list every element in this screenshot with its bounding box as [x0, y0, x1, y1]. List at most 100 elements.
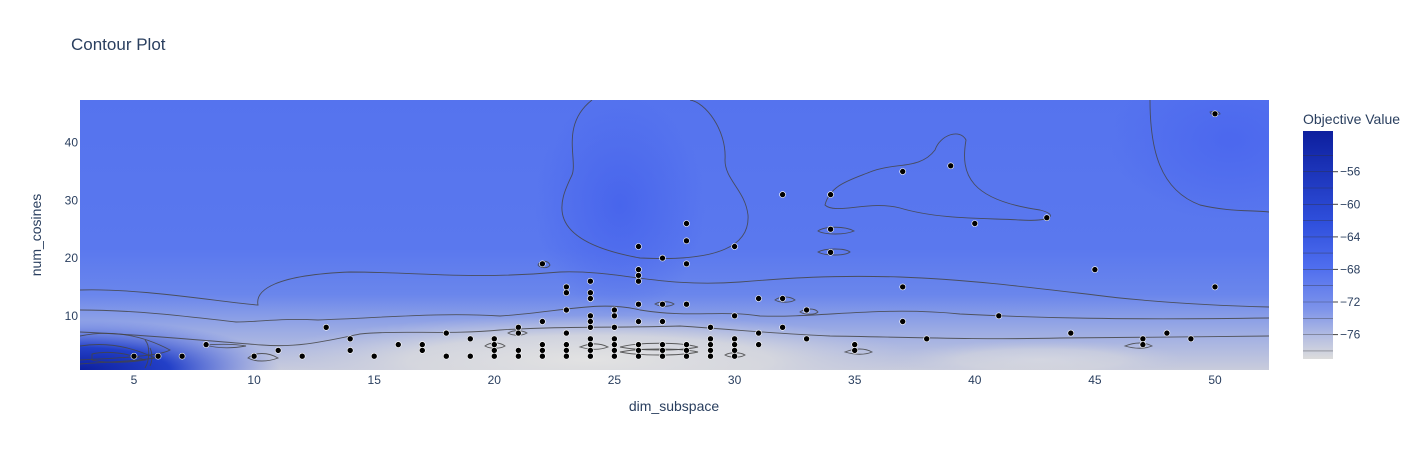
data-point — [659, 352, 666, 360]
data-point — [563, 329, 570, 337]
data-point — [515, 352, 522, 360]
data-point — [803, 335, 810, 343]
data-point — [611, 347, 618, 354]
contour-fill-topright — [1110, 100, 1269, 220]
trial-points — [130, 110, 1219, 360]
data-point — [635, 318, 642, 325]
data-point — [587, 352, 594, 360]
x-axis-title: dim_subspace — [629, 398, 719, 414]
data-point — [1187, 335, 1195, 343]
x-tick-label: 10 — [247, 373, 261, 387]
data-point — [731, 243, 738, 250]
data-point — [442, 329, 450, 337]
colorbar: Objective Value −56 −60 −64 −68 −72 −76 — [1303, 111, 1400, 359]
data-point — [683, 300, 690, 308]
x-tick-label: 25 — [608, 373, 622, 387]
data-point — [466, 335, 474, 343]
data-point — [899, 283, 907, 291]
data-point — [611, 323, 618, 331]
data-point — [587, 335, 594, 343]
data-point — [779, 323, 786, 331]
y-tick-label: 20 — [65, 251, 79, 265]
data-point — [250, 352, 258, 360]
colorbar-gradient — [1303, 131, 1333, 359]
data-point — [1163, 329, 1171, 337]
data-point — [587, 323, 594, 331]
data-point — [683, 341, 690, 348]
x-tick-label: 50 — [1208, 373, 1222, 387]
colorbar-tick-label: −64 — [1340, 230, 1361, 244]
data-point — [346, 335, 354, 343]
data-point — [587, 341, 594, 348]
data-point — [563, 283, 570, 291]
data-point — [587, 289, 594, 297]
y-tick-label: 30 — [65, 193, 79, 207]
data-point — [683, 347, 690, 354]
data-point — [563, 306, 570, 314]
x-tick-label: 35 — [848, 373, 862, 387]
data-point — [587, 318, 594, 325]
data-point — [490, 347, 498, 354]
data-point — [971, 220, 979, 227]
data-point — [298, 352, 306, 360]
data-point — [779, 191, 786, 198]
data-point — [779, 295, 786, 302]
colorbar-tick-label: −68 — [1340, 262, 1361, 276]
y-tick-label: 40 — [65, 136, 79, 150]
colorbar-title: Objective Value — [1303, 111, 1400, 127]
data-point — [490, 335, 498, 343]
data-point — [731, 312, 738, 320]
data-point — [1211, 110, 1219, 118]
data-point — [731, 352, 738, 360]
data-point — [827, 225, 834, 233]
data-point — [1139, 341, 1147, 348]
data-point — [803, 306, 810, 314]
data-point — [1043, 214, 1051, 221]
data-point — [923, 335, 931, 343]
data-point — [755, 295, 762, 302]
data-point — [563, 289, 570, 297]
x-axis-ticks: 5 10 15 20 25 30 35 40 45 50 — [131, 373, 1222, 387]
data-point — [827, 249, 834, 256]
data-point — [130, 352, 138, 360]
colorbar-tick-label: −76 — [1340, 328, 1361, 342]
data-point — [851, 347, 859, 354]
data-point — [635, 277, 642, 285]
data-point — [611, 352, 618, 360]
data-point — [659, 347, 666, 354]
data-point — [707, 341, 714, 348]
data-point — [635, 352, 642, 360]
data-point — [322, 323, 330, 331]
data-point — [154, 352, 162, 360]
colorbar-tick-label: −56 — [1340, 165, 1361, 179]
data-point — [947, 162, 955, 170]
data-point — [659, 300, 666, 308]
data-point — [515, 323, 522, 331]
data-point — [683, 237, 690, 245]
data-point — [490, 341, 498, 348]
data-point — [1091, 266, 1099, 273]
contour-lines — [80, 100, 1269, 369]
contour-fill-low-right — [890, 340, 1190, 370]
data-point — [731, 341, 738, 348]
data-point — [587, 312, 594, 320]
data-point — [707, 323, 714, 331]
data-point — [346, 347, 354, 354]
data-point — [635, 272, 642, 279]
data-point — [466, 352, 474, 360]
data-point — [1211, 283, 1219, 291]
data-point — [611, 306, 618, 314]
data-point — [490, 352, 498, 360]
chart-title: Contour Plot — [71, 35, 166, 54]
plot-area — [80, 100, 1269, 370]
data-point — [418, 341, 426, 348]
data-point — [370, 352, 378, 360]
data-point — [731, 347, 738, 354]
data-point — [707, 352, 714, 360]
data-point — [899, 318, 907, 325]
data-point — [611, 335, 618, 343]
data-point — [683, 260, 690, 268]
y-axis-ticks: 10 20 30 40 — [65, 136, 79, 323]
data-point — [755, 341, 762, 348]
